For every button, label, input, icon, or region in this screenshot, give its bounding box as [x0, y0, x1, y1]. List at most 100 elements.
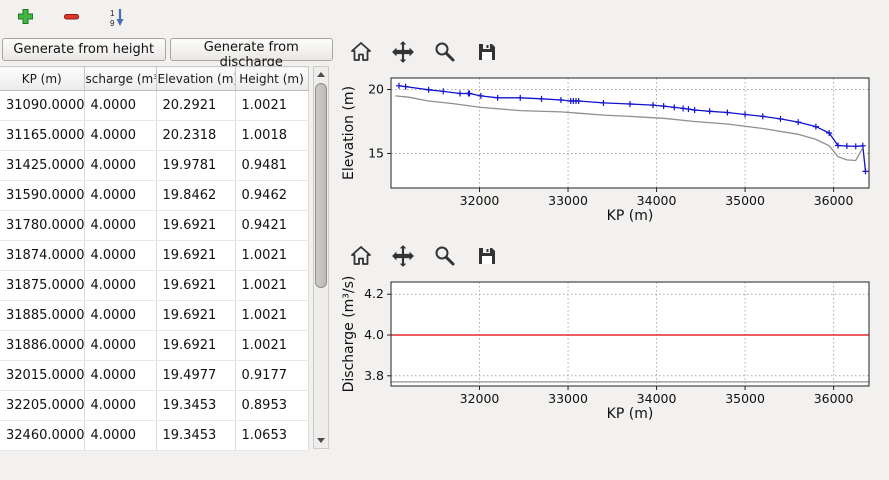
table-area: KP (m) scharge (m³/ Elevation (m) Height… — [0, 66, 337, 451]
table-row[interactable]: 31165.0000 4.0000 20.2318 1.0018 — [0, 120, 309, 151]
table-cell[interactable]: 4.0000 — [84, 210, 157, 241]
table-cell[interactable]: 4.0000 — [84, 120, 157, 151]
sort-button[interactable]: 1 9 — [104, 5, 130, 31]
column-header-kp[interactable]: KP (m) — [0, 66, 85, 91]
save-button[interactable] — [473, 243, 501, 271]
table-cell[interactable]: 4.0000 — [84, 240, 157, 271]
table-cell[interactable]: 4.0000 — [84, 300, 157, 331]
pan-icon — [391, 40, 415, 67]
table-cell[interactable]: 19.3453 — [156, 420, 236, 451]
pan-button[interactable] — [389, 39, 417, 67]
up-triangle-icon — [317, 72, 325, 77]
left-panel: Generate from height Generate from disch… — [0, 36, 337, 480]
svg-text:KP (m): KP (m) — [607, 208, 654, 224]
table-row[interactable]: 31886.0000 4.0000 19.6921 1.0021 — [0, 330, 309, 361]
table-cell[interactable]: 19.4977 — [156, 360, 236, 391]
table-cell[interactable]: 19.6921 — [156, 270, 236, 301]
table-cell[interactable]: 32205.0000 — [0, 390, 85, 421]
table-cell[interactable]: 31165.0000 — [0, 120, 85, 151]
table-cell[interactable]: 4.0000 — [84, 360, 157, 391]
table-cell[interactable]: 1.0021 — [235, 240, 309, 271]
table-cell[interactable]: 1.0021 — [235, 300, 309, 331]
table-cell[interactable]: 1.0021 — [235, 90, 309, 121]
table-cell[interactable]: 19.3453 — [156, 390, 236, 421]
scrollbar-thumb[interactable] — [315, 83, 327, 288]
table-cell[interactable]: 31425.0000 — [0, 150, 85, 181]
remove-icon — [62, 7, 81, 29]
svg-text:Discharge (m³/s): Discharge (m³/s) — [341, 276, 357, 393]
table-cell[interactable]: 31885.0000 — [0, 300, 85, 331]
table-cell[interactable]: 31886.0000 — [0, 330, 85, 361]
table-cell[interactable]: 4.0000 — [84, 150, 157, 181]
table-cell[interactable]: 4.0000 — [84, 420, 157, 451]
table-cell[interactable]: 19.6921 — [156, 300, 236, 331]
table-cell[interactable]: 4.0000 — [84, 90, 157, 121]
column-header-elevation[interactable]: Elevation (m) — [156, 66, 236, 91]
table-cell[interactable]: 31590.0000 — [0, 180, 85, 211]
table-cell[interactable]: 0.8953 — [235, 390, 309, 421]
table-cell[interactable]: 0.9462 — [235, 180, 309, 211]
table-cell[interactable]: 20.2921 — [156, 90, 236, 121]
table-cell[interactable]: 1.0018 — [235, 120, 309, 151]
svg-text:33000: 33000 — [548, 391, 588, 406]
svg-text:4.0: 4.0 — [364, 327, 384, 342]
add-icon — [16, 7, 35, 29]
table-row[interactable]: 32015.0000 4.0000 19.4977 0.9177 — [0, 360, 309, 391]
home-button[interactable] — [347, 243, 375, 271]
scrollbar-down-arrow[interactable] — [314, 433, 328, 448]
table-cell[interactable]: 0.9481 — [235, 150, 309, 181]
table-cell[interactable]: 1.0021 — [235, 330, 309, 361]
table-cell[interactable]: 31875.0000 — [0, 270, 85, 301]
table-cell[interactable]: 32015.0000 — [0, 360, 85, 391]
zoom-icon — [433, 40, 457, 67]
table-row[interactable]: 31590.0000 4.0000 19.8462 0.9462 — [0, 180, 309, 211]
zoom-button[interactable] — [431, 39, 459, 67]
main-toolbar: 1 9 — [0, 0, 889, 36]
svg-text:3.8: 3.8 — [364, 368, 384, 383]
table-row[interactable]: 32460.0000 4.0000 19.3453 1.0653 — [0, 420, 309, 451]
table-cell[interactable]: 19.6921 — [156, 330, 236, 361]
vertical-scrollbar[interactable] — [313, 66, 329, 449]
table-row[interactable]: 31090.0000 4.0000 20.2921 1.0021 — [0, 90, 309, 121]
scrollbar-up-arrow[interactable] — [314, 67, 328, 82]
table-cell[interactable]: 20.2318 — [156, 120, 236, 151]
table-row[interactable]: 31885.0000 4.0000 19.6921 1.0021 — [0, 300, 309, 331]
svg-text:33000: 33000 — [548, 193, 588, 208]
remove-row-button[interactable] — [58, 5, 84, 31]
save-button[interactable] — [473, 39, 501, 67]
table-cell[interactable]: 19.6921 — [156, 240, 236, 271]
add-row-button[interactable] — [12, 5, 38, 31]
column-header-height[interactable]: Height (m) — [235, 66, 309, 91]
generate-from-discharge-button[interactable]: Generate from discharge — [169, 38, 333, 70]
table-cell[interactable]: 19.8462 — [156, 180, 236, 211]
home-button[interactable] — [347, 39, 375, 67]
home-icon — [349, 40, 373, 67]
table-cell[interactable]: 19.9781 — [156, 150, 236, 181]
table-row[interactable]: 31874.0000 4.0000 19.6921 1.0021 — [0, 240, 309, 271]
table-row[interactable]: 31875.0000 4.0000 19.6921 1.0021 — [0, 270, 309, 301]
table-cell[interactable]: 1.0021 — [235, 270, 309, 301]
table-cell[interactable]: 1.0653 — [235, 420, 309, 451]
table-cell[interactable]: 32460.0000 — [0, 420, 85, 451]
table-cell[interactable]: 31874.0000 — [0, 240, 85, 271]
table-cell[interactable]: 4.0000 — [84, 180, 157, 211]
table-cell[interactable]: 4.0000 — [84, 330, 157, 361]
table-cell[interactable]: 31780.0000 — [0, 210, 85, 241]
table-row[interactable]: 31780.0000 4.0000 19.6921 0.9421 — [0, 210, 309, 241]
table-cell[interactable]: 19.6921 — [156, 210, 236, 241]
generate-button-row: Generate from height Generate from disch… — [0, 36, 337, 70]
table-cell[interactable]: 4.0000 — [84, 270, 157, 301]
table-body: 31090.0000 4.0000 20.2921 1.0021 31165.0000 4… — [0, 90, 309, 451]
table-cell[interactable]: 31090.0000 — [0, 90, 85, 121]
table-cell[interactable]: 0.9177 — [235, 360, 309, 391]
table-cell[interactable]: 0.9421 — [235, 210, 309, 241]
table-row[interactable]: 31425.0000 4.0000 19.9781 0.9481 — [0, 150, 309, 181]
discharge-chart[interactable]: 32000 33000 34000 35000 36000 3.8 4.0 4.2 KP (m)… — [339, 274, 885, 426]
pan-button[interactable] — [389, 243, 417, 271]
elevation-chart[interactable]: 32000 33000 34000 35000 36000 15 20 KP (m) Eleva… — [339, 70, 885, 228]
zoom-button[interactable] — [431, 243, 459, 271]
column-header-discharge[interactable]: scharge (m³/ — [84, 66, 157, 91]
table-cell[interactable]: 4.0000 — [84, 390, 157, 421]
table-row[interactable]: 32205.0000 4.0000 19.3453 0.8953 — [0, 390, 309, 421]
generate-from-height-button[interactable]: Generate from height — [2, 38, 166, 61]
